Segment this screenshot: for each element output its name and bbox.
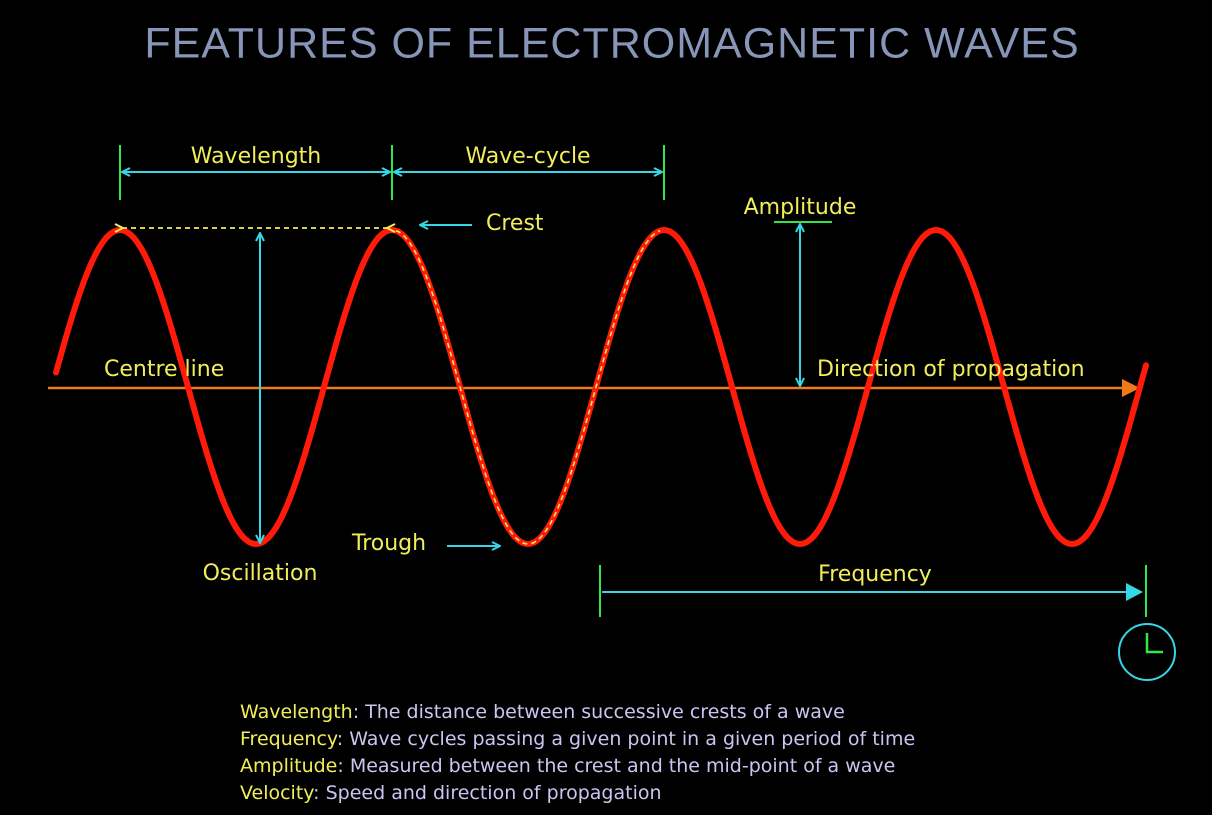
direction-label: Direction of propagation [817,357,1085,382]
centre-line-label: Centre line [104,357,224,382]
definitions: Wavelength: The distance between success… [240,701,915,804]
description: : The distance between successive crests… [353,701,845,723]
description: : Wave cycles passing a given point in a… [337,728,915,750]
title: FEATURES OF ELECTROMAGNETIC WAVES [144,19,1079,67]
wave-cycle-highlight [395,229,661,545]
term: Frequency [240,728,338,750]
frequency-arrowhead [1126,583,1143,601]
clock-icon [1118,623,1176,681]
description: : Speed and direction of propagation [313,782,661,804]
term: Amplitude [240,755,337,777]
description: : Measured between the crest and the mid… [337,755,895,777]
crest-label: Crest [486,211,544,236]
wavelength-label: Wavelength [191,144,322,169]
definition: Frequency: Wave cycles passing a given p… [240,728,915,750]
direction-arrowhead [1122,379,1140,397]
frequency-label: Frequency [818,562,932,587]
term: Velocity [240,782,314,804]
term: Wavelength [240,701,353,723]
definition: Amplitude: Measured between the crest an… [240,755,895,777]
definition: Velocity: Speed and direction of propaga… [240,782,662,804]
clock-hands [1145,633,1163,654]
amplitude-label: Amplitude [744,195,857,220]
wave-cycle-label: Wave-cycle [465,144,590,169]
trough-label: Trough [351,531,426,556]
definition: Wavelength: The distance between success… [240,701,845,723]
oscillation-label: Oscillation [203,561,318,586]
